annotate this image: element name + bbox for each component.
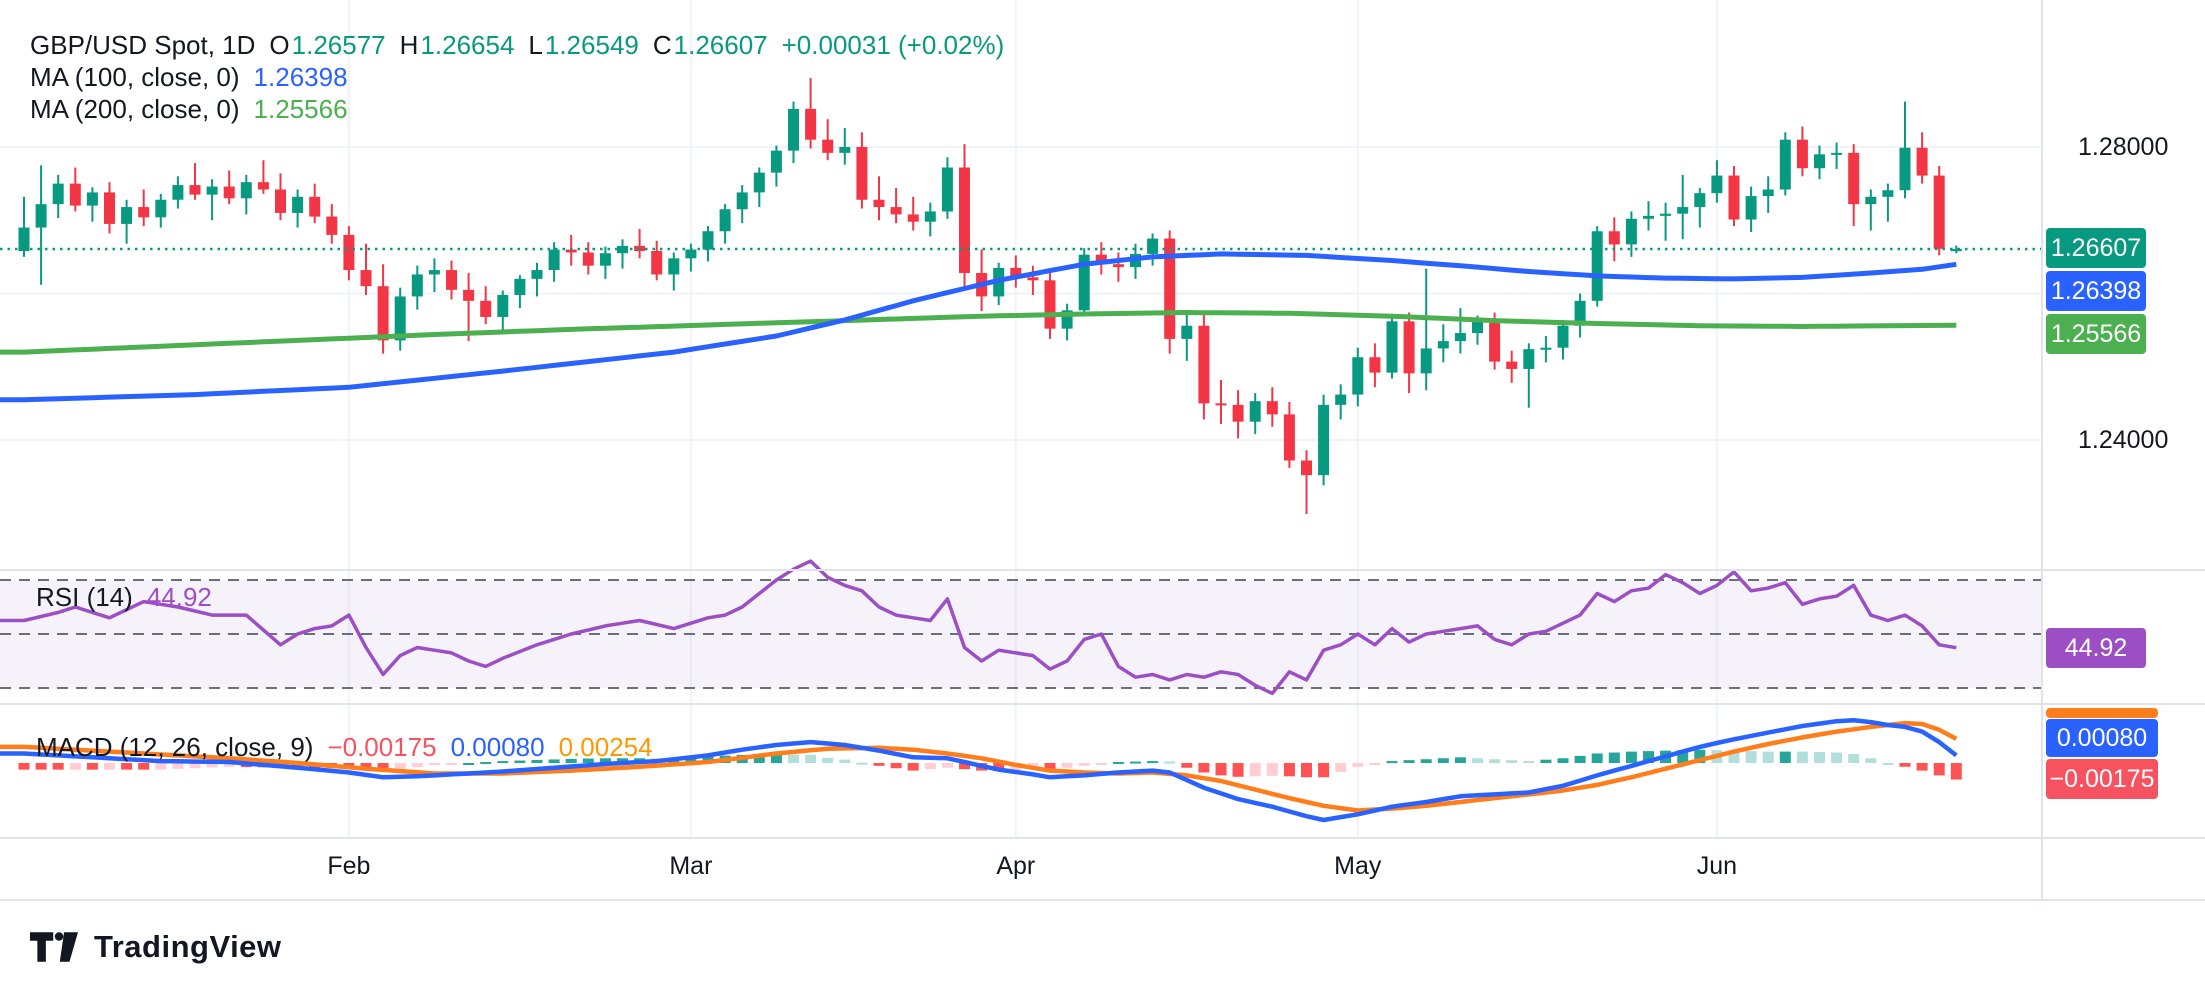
ma200-label: MA (200, close, 0) xyxy=(30,94,240,124)
symbol-legend-row[interactable]: GBP/USD Spot, 1D O 1.26577 H 1.26654 L 1.26… xyxy=(30,30,1004,60)
macd-line-value: 0.00080 xyxy=(450,732,545,762)
ma200-price-badge: 1.25566 xyxy=(2046,314,2146,354)
macd-line xyxy=(0,718,1958,823)
time-axis-label-feb: Feb xyxy=(327,852,371,880)
price-axis-tick: 1.28000 xyxy=(2078,133,2169,161)
ma200-legend-row[interactable]: MA (200, close, 0) 1.25566 xyxy=(30,94,348,124)
last-price-badge: 1.26607 xyxy=(2046,228,2146,268)
macd-line-badge: 0.00080 xyxy=(2046,719,2158,757)
rsi-value: 44.92 xyxy=(146,582,212,612)
ma-100-line xyxy=(0,251,1957,403)
ma100-value: 1.26398 xyxy=(253,62,348,92)
tradingview-logo[interactable]: TradingView xyxy=(30,928,282,966)
rsi-label: RSI (14) xyxy=(36,582,133,612)
tradingview-wordmark: TradingView xyxy=(94,929,282,964)
time-axis-label-may: May xyxy=(1334,852,1382,880)
ohlc-open: O 1.26577 xyxy=(269,30,386,60)
macd-signal-badge xyxy=(2046,708,2158,718)
ma-200-line xyxy=(0,310,1957,355)
macd-pane[interactable] xyxy=(0,718,1962,823)
tradingview-logo-icon xyxy=(30,932,78,962)
time-axis-label-jun: Jun xyxy=(1696,852,1738,880)
price-axis-tick: 1.24000 xyxy=(2078,426,2169,454)
ohlc-low: L 1.26549 xyxy=(528,30,639,60)
ohlc-high: H 1.26654 xyxy=(399,30,515,60)
pane-separators[interactable] xyxy=(0,0,2205,901)
rsi-value-badge: 44.92 xyxy=(2046,628,2146,668)
macd-label: MACD (12, 26, close, 9) xyxy=(36,732,314,762)
macd-legend-row[interactable]: MACD (12, 26, close, 9) −0.00175 0.00080… xyxy=(36,732,653,762)
time-axis-label-mar: Mar xyxy=(669,852,713,880)
ohlc-close: C 1.26607 xyxy=(652,30,768,60)
macd-signal-line xyxy=(0,720,1958,813)
ma100-label: MA (100, close, 0) xyxy=(30,62,240,92)
ma200-value: 1.25566 xyxy=(253,94,348,124)
candlesticks xyxy=(18,78,1962,514)
symbol-title: GBP/USD Spot, 1D xyxy=(30,30,256,60)
macd-signal-value: 0.00254 xyxy=(558,732,653,762)
rsi-line xyxy=(0,559,1957,696)
macd-hist-value: −0.00175 xyxy=(327,732,437,762)
ma100-price-badge: 1.26398 xyxy=(2046,271,2146,311)
price-pane[interactable] xyxy=(0,78,2042,514)
ma100-legend-row[interactable]: MA (100, close, 0) 1.26398 xyxy=(30,62,348,92)
macd-hist-badge: −0.00175 xyxy=(2046,759,2158,799)
rsi-legend-row[interactable]: RSI (14) 44.92 xyxy=(36,582,212,612)
gridlines xyxy=(0,0,2042,838)
change-value: +0.00031 (+0.02%) xyxy=(781,30,1005,60)
time-axis-label-apr: Apr xyxy=(996,852,1036,880)
rsi-pane[interactable] xyxy=(0,559,2042,696)
